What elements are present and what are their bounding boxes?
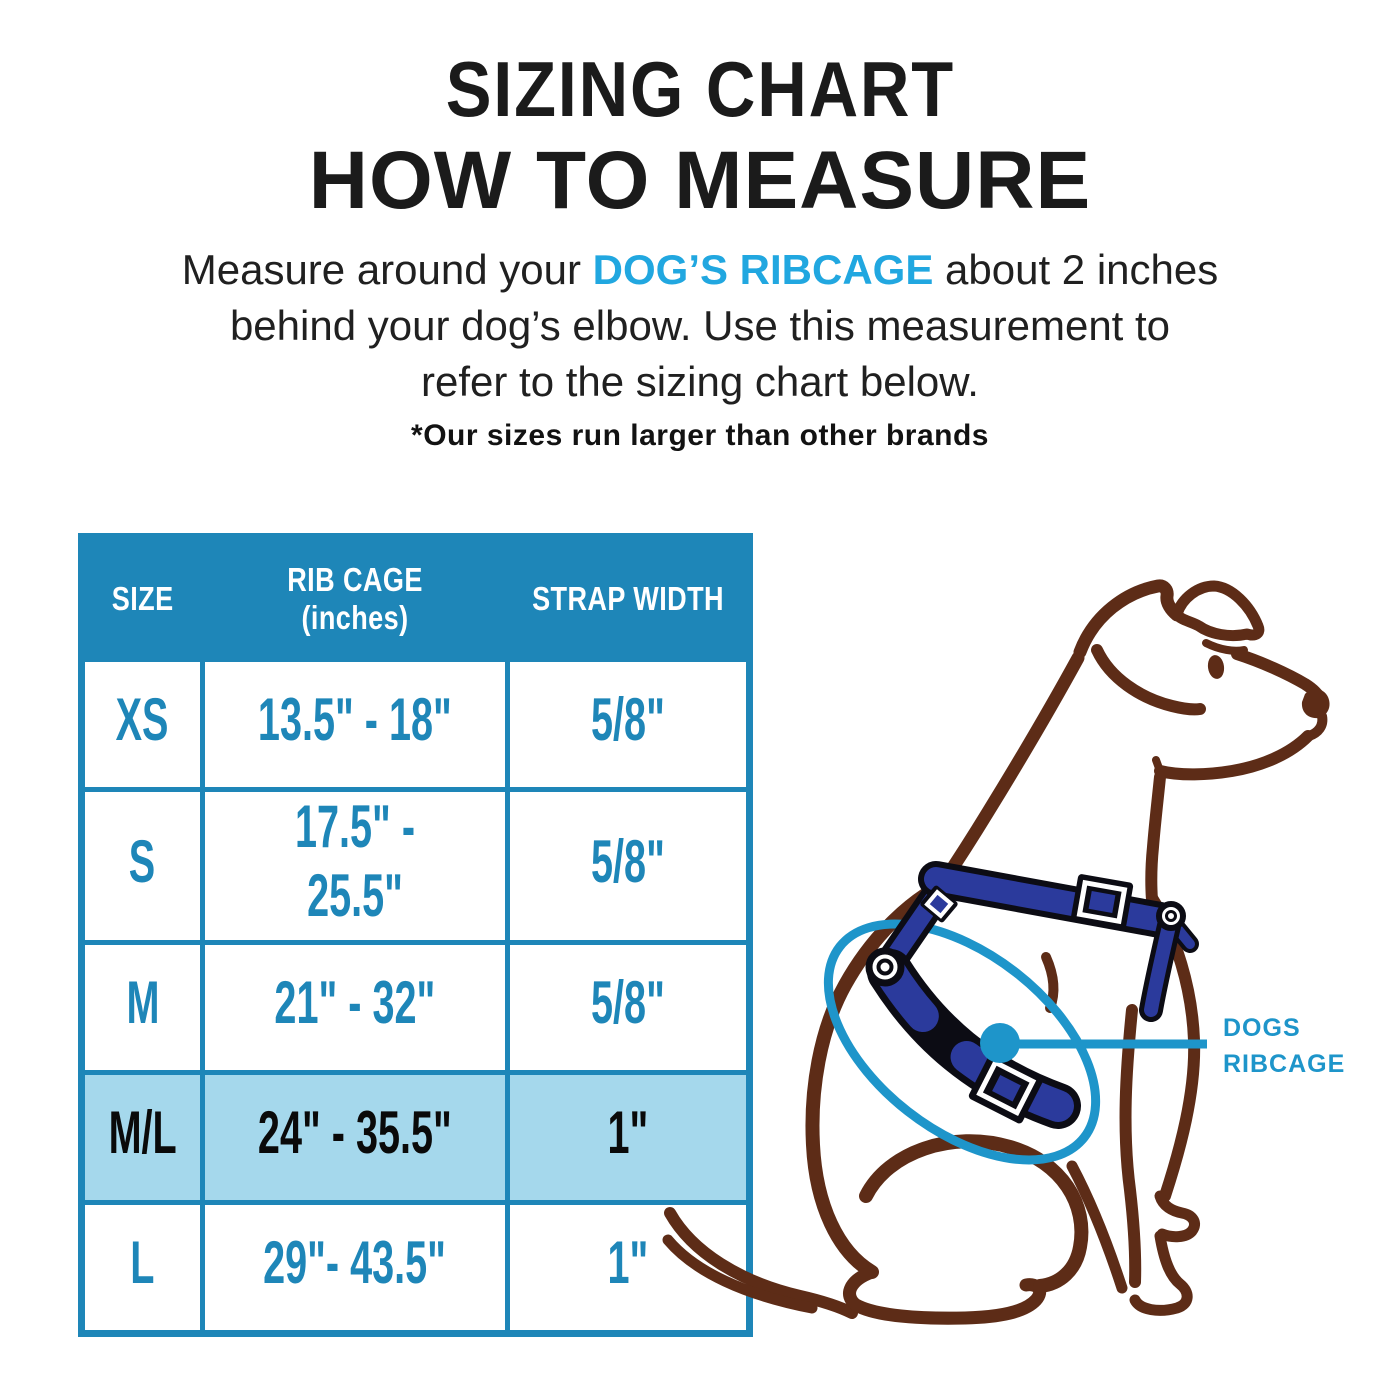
intro-line2: behind your dog’s elbow. Use this measur…: [229, 302, 1171, 349]
cell-size: M: [79, 940, 205, 1075]
annotation-label-line1: DOGS: [1223, 1014, 1301, 1042]
cell-rib-cage: 24" - 35.5": [200, 1070, 510, 1205]
table-row-ml-highlighted: M/L 24" - 35.5" 1": [79, 1070, 752, 1205]
harness-buckle-girth: [968, 1052, 1044, 1124]
intro-line3: refer to the sizing chart below.: [421, 358, 979, 405]
cell-rib-cage: 17.5" - 25.5": [200, 787, 510, 945]
dog-harness: [865, 861, 1199, 1129]
cell-strap-width: 5/8": [505, 657, 752, 792]
page-title-line1: SIZING CHART: [445, 45, 955, 133]
table-row-m: M 21" - 32" 5/8": [79, 940, 752, 1075]
table-row-s: S 17.5" - 25.5" 5/8": [79, 787, 752, 945]
header-rib-cage: RIB CAGE (inches): [200, 534, 510, 662]
dog-outline: [662, 579, 1330, 1325]
page-title: SIZING CHART HOW TO MEASURE: [0, 50, 1400, 222]
dog-tail: [664, 1207, 858, 1319]
cell-rib-cage: 29"- 43.5": [200, 1200, 510, 1336]
harness-ring-right: [1156, 901, 1186, 931]
intro-highlight: DOG’S RIBCAGE: [592, 246, 934, 293]
table-row-xs: XS 13.5" - 18" 5/8": [79, 657, 752, 792]
cell-size: XS: [79, 657, 205, 792]
dog-illustration: DOGS RIBCAGE: [662, 579, 1345, 1325]
cell-size: L: [79, 1200, 205, 1336]
cell-strap-width: 1": [505, 1070, 752, 1205]
sizing-note: *Our sizes run larger than other brands: [411, 419, 989, 452]
ribcage-measure-ellipse: [823, 919, 1101, 1165]
cell-rib-cage: 21" - 32": [200, 940, 510, 1075]
cell-size: S: [79, 787, 205, 945]
intro-line1-pre: Measure around your: [181, 246, 593, 293]
cell-strap-width: 5/8": [505, 787, 752, 945]
cell-rib-cage: 13.5" - 18": [200, 657, 510, 792]
dog-head: [1073, 579, 1184, 659]
intro-line1-post: about 2 inches: [933, 246, 1219, 293]
cell-strap-width: 5/8": [505, 940, 752, 1075]
page-title-line2: HOW TO MEASURE: [308, 135, 1092, 226]
ribcage-annotation: DOGS RIBCAGE: [980, 1014, 1345, 1078]
dog-nose: [1301, 688, 1330, 719]
harness-buckle-top: [1070, 874, 1134, 930]
harness-ring-left: [865, 947, 905, 987]
intro-paragraph: Measure around your DOG’S RIBCAGE about …: [0, 242, 1400, 410]
table-header-row: SIZE RIB CAGE (inches) STRAP WIDTH: [79, 534, 752, 662]
cell-size: M/L: [79, 1070, 205, 1205]
header-size: SIZE: [79, 534, 205, 662]
ribcage-dot: [980, 1023, 1020, 1063]
annotation-label-line2: RIBCAGE: [1223, 1050, 1345, 1078]
dog-eye: [1207, 655, 1225, 679]
header-strap-width: STRAP WIDTH: [505, 534, 752, 662]
table-row-l: L 29"- 43.5" 1": [79, 1200, 752, 1336]
harness-buckle-left: [920, 885, 958, 923]
sizing-table: SIZE RIB CAGE (inches) STRAP WIDTH XS 13…: [78, 533, 753, 1337]
dog-ear: [1171, 580, 1265, 642]
